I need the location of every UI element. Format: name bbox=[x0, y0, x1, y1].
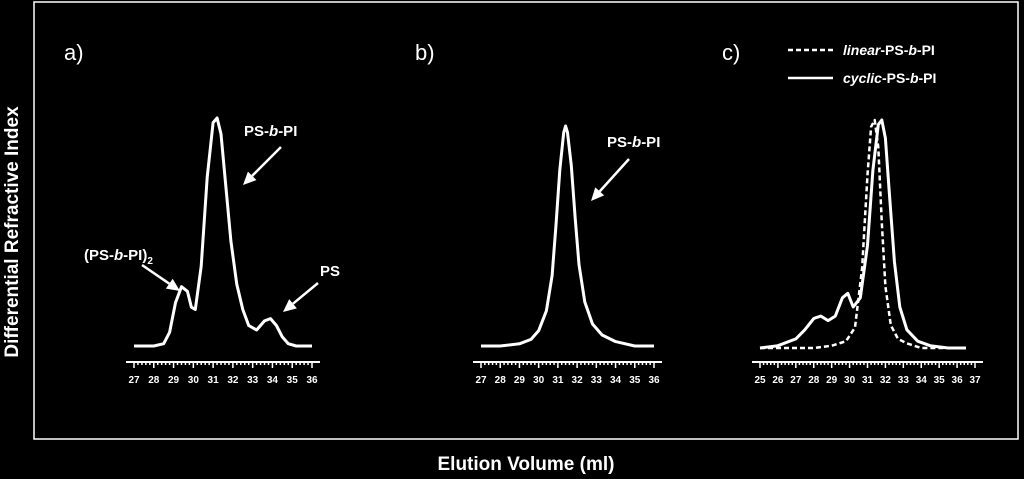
legend-italic: linear bbox=[843, 42, 882, 58]
x-tick-label: 27 bbox=[790, 375, 802, 386]
x-tick-label: 31 bbox=[552, 375, 564, 386]
x-tick-label: 26 bbox=[772, 375, 784, 386]
x-tick-label: 36 bbox=[648, 375, 660, 386]
annotation-text-rest: -PI bbox=[278, 123, 297, 140]
panels: a)27 28 29 30 31 32 33 34 35 36PS-b-PI(PS-b-PI)2P… bbox=[64, 40, 983, 386]
x-tick-label: 34 bbox=[916, 375, 928, 386]
legend-entry: linear-PS-b-PI bbox=[843, 42, 935, 58]
x-tick-label: 35 bbox=[287, 375, 299, 386]
x-tick-label: 27 bbox=[128, 375, 140, 386]
panel-label: b) bbox=[415, 40, 435, 65]
legend-entry: cyclic-PS-b-PI bbox=[843, 70, 936, 86]
x-tick-label: 28 bbox=[808, 375, 820, 386]
annotation-text: PS- bbox=[607, 134, 632, 151]
x-tick-label: 28 bbox=[495, 375, 507, 386]
x-tick-label: 36 bbox=[952, 375, 964, 386]
annotation-arrow-head bbox=[283, 299, 297, 312]
x-axis-label: Elution Volume (ml) bbox=[438, 454, 615, 475]
x-tick-label: 33 bbox=[898, 375, 910, 386]
series-line-cyclic bbox=[759, 118, 966, 350]
x-tick-label: 31 bbox=[208, 375, 220, 386]
x-tick-label: 30 bbox=[844, 375, 856, 386]
x-tick-label: 34 bbox=[610, 375, 622, 386]
annotation-subscript: 2 bbox=[147, 256, 153, 267]
x-tick-label: 27 bbox=[475, 375, 487, 386]
annotation-italic: b bbox=[632, 134, 641, 151]
x-tick-label: 36 bbox=[306, 375, 318, 386]
x-tick-label: 25 bbox=[754, 375, 766, 386]
annotation-arrow-shaft bbox=[292, 282, 319, 305]
y-axis-label: Differential Refractive Index bbox=[2, 106, 23, 358]
series-line-main bbox=[481, 124, 654, 348]
x-tick-label: 29 bbox=[168, 375, 180, 386]
x-tick-label: 32 bbox=[227, 375, 239, 386]
annotation-arrow-head bbox=[243, 171, 257, 185]
annotation-text-rest: -PI) bbox=[123, 247, 147, 264]
legend-text-end: -PI bbox=[917, 42, 935, 58]
x-tick-label: 29 bbox=[514, 375, 526, 386]
series-line-main bbox=[134, 116, 312, 348]
x-tick-label: 32 bbox=[572, 375, 584, 386]
legend-italic-b: b bbox=[910, 70, 919, 86]
panel-label: c) bbox=[722, 40, 740, 65]
x-tick-label: 35 bbox=[629, 375, 641, 386]
x-tick-label: 30 bbox=[188, 375, 200, 386]
x-tick-label: 37 bbox=[969, 375, 981, 386]
annotation-arrow-shaft bbox=[141, 263, 170, 285]
legend-text-end: -PI bbox=[919, 70, 937, 86]
annotation-italic: b bbox=[269, 123, 278, 140]
panel-label: a) bbox=[64, 40, 84, 65]
x-tick-label: 33 bbox=[247, 375, 259, 386]
x-tick-label: 33 bbox=[591, 375, 603, 386]
annotation-italic: b bbox=[114, 247, 123, 264]
legend-italic: cyclic bbox=[843, 70, 882, 86]
panel-3: c)25 26 27 28 29 30 31 32 33 34 35 36 37linear-PS-b-… bbox=[722, 40, 983, 386]
annotation-arrow-shaft bbox=[251, 146, 282, 177]
legend-text: -PS- bbox=[880, 42, 908, 58]
x-tick-label: 30 bbox=[533, 375, 545, 386]
annotation-arrow-head bbox=[165, 278, 180, 291]
x-tick-label: 35 bbox=[934, 375, 946, 386]
panel-1: a)27 28 29 30 31 32 33 34 35 36PS-b-PI(PS-b-PI)2P… bbox=[64, 40, 340, 386]
annotation-label: PS-b-PI bbox=[244, 123, 297, 140]
annotation-arrow-head bbox=[591, 187, 605, 201]
x-tick-label: 29 bbox=[826, 375, 838, 386]
annotation-text: (PS- bbox=[84, 247, 114, 264]
x-tick-label: 28 bbox=[148, 375, 160, 386]
figure-frame bbox=[33, 1, 1019, 440]
annotation-label: PS-b-PI bbox=[607, 134, 660, 151]
x-tick-label: 32 bbox=[880, 375, 892, 386]
annotation-text: PS bbox=[320, 263, 340, 280]
annotation-label: (PS-b-PI)2 bbox=[84, 247, 153, 267]
panel-2: b) 27 28 29 30 31 32 33 34 35 36 PS-b-PI bbox=[415, 40, 662, 386]
series-line-linear bbox=[760, 118, 958, 350]
annotation-label: PS bbox=[320, 263, 340, 280]
annotation-text-rest: -PI bbox=[641, 134, 660, 151]
legend-text: -PS- bbox=[882, 70, 910, 86]
legend-italic-b: b bbox=[908, 42, 917, 58]
x-tick-label: 31 bbox=[862, 375, 874, 386]
x-tick-label: 34 bbox=[267, 375, 279, 386]
annotation-text: PS- bbox=[244, 123, 269, 140]
annotation-arrow-shaft bbox=[598, 158, 630, 193]
